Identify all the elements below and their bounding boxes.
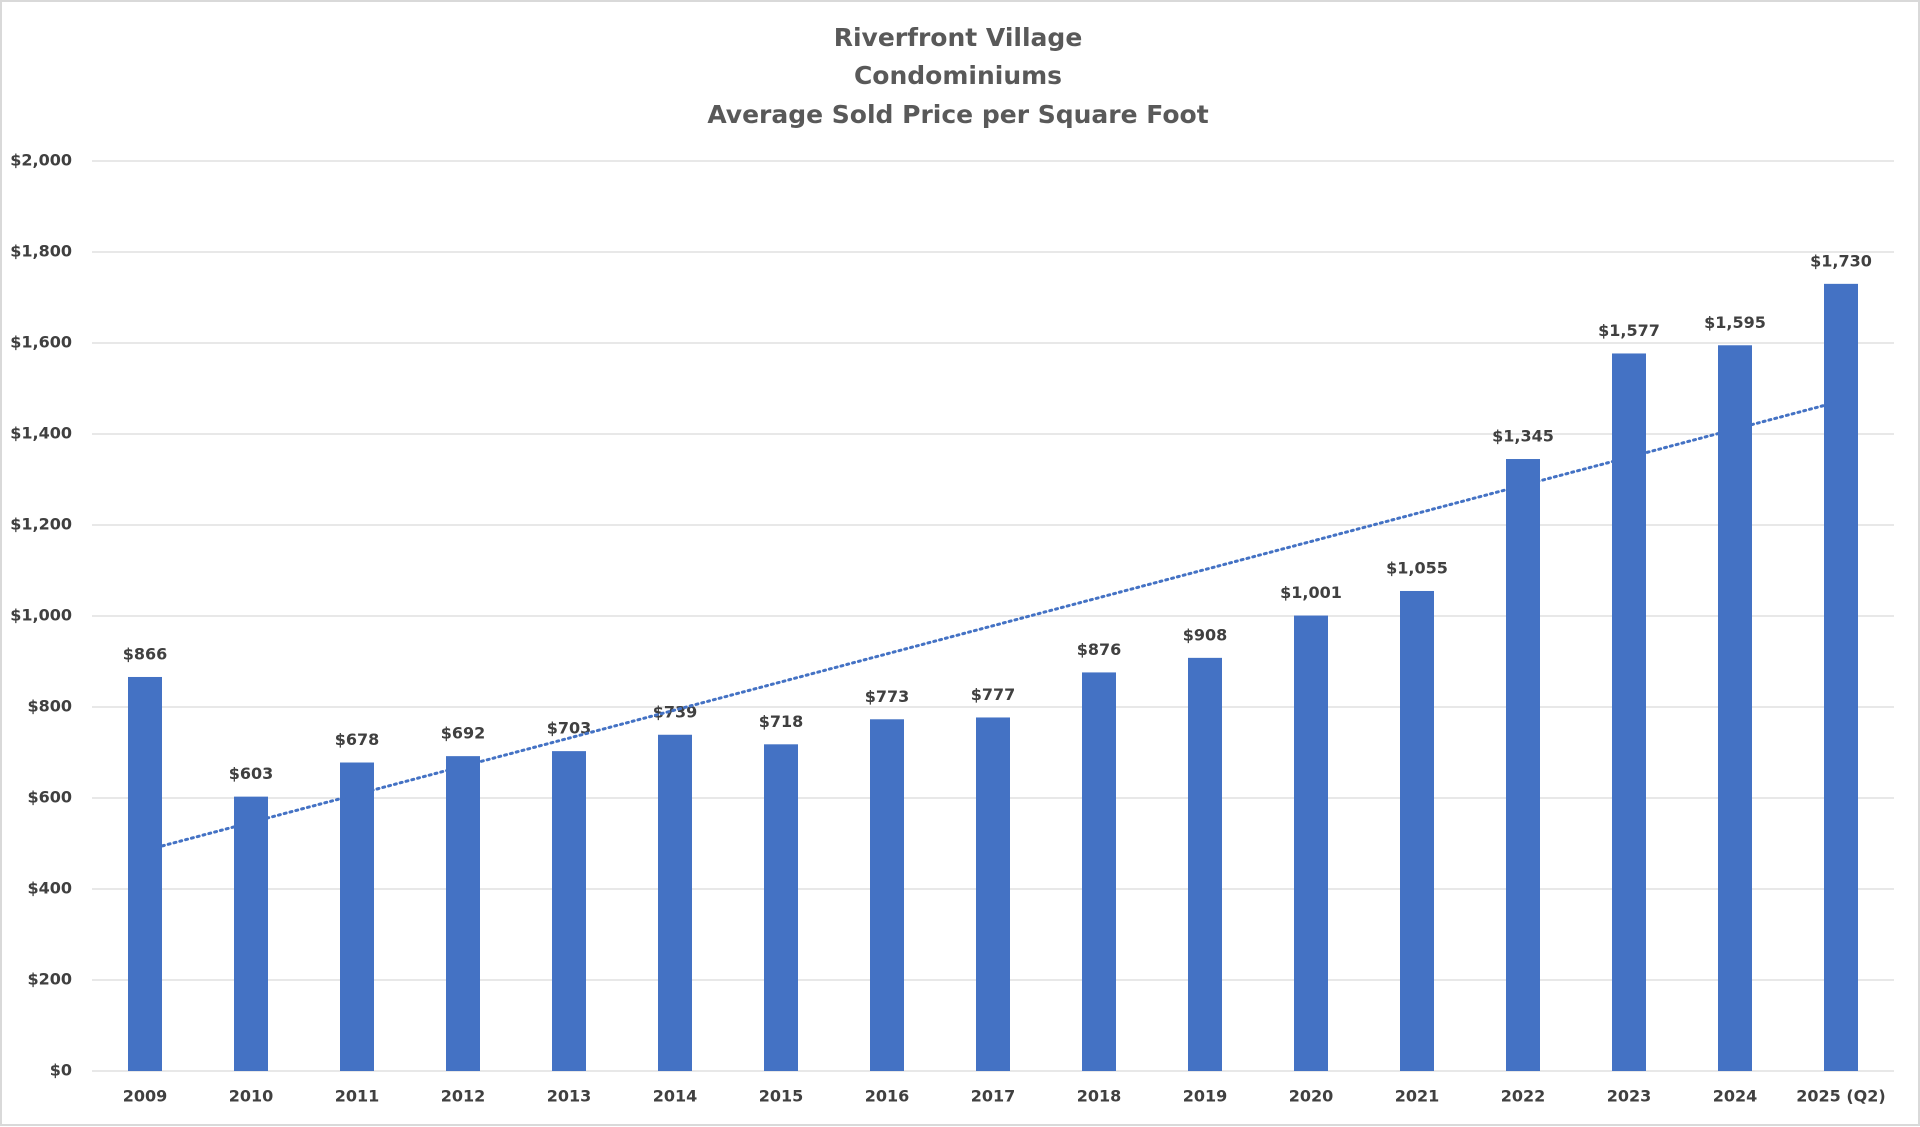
bar <box>658 734 692 1071</box>
data-label: $692 <box>441 724 486 743</box>
x-tick-label: 2011 <box>335 1087 380 1106</box>
chart-title: Condominiums <box>854 61 1062 90</box>
x-tick-label: 2023 <box>1607 1087 1652 1106</box>
data-label: $1,055 <box>1386 558 1448 577</box>
x-tick-label: 2022 <box>1501 1087 1546 1106</box>
x-tick-label: 2025 (Q2) <box>1796 1087 1885 1106</box>
bar <box>976 717 1010 1071</box>
bar <box>870 719 904 1071</box>
x-tick-label: 2017 <box>971 1087 1016 1106</box>
data-label: $773 <box>865 687 910 706</box>
x-tick-label: 2010 <box>229 1087 274 1106</box>
y-tick-label: $600 <box>27 788 72 807</box>
y-tick-label: $800 <box>27 697 72 716</box>
x-tick-label: 2013 <box>547 1087 592 1106</box>
x-tick-label: 2020 <box>1289 1087 1334 1106</box>
bar <box>446 756 480 1071</box>
trendline <box>143 399 1843 852</box>
bar <box>552 751 586 1071</box>
chart-title: Average Sold Price per Square Foot <box>707 100 1208 129</box>
data-label: $718 <box>759 712 804 731</box>
x-tick-label: 2016 <box>865 1087 910 1106</box>
y-tick-label: $1,000 <box>10 606 72 625</box>
x-tick-label: 2019 <box>1183 1087 1228 1106</box>
x-tick-label: 2014 <box>653 1087 698 1106</box>
bar <box>234 796 268 1071</box>
bar <box>1612 353 1646 1072</box>
data-label: $703 <box>547 719 592 738</box>
data-label: $1,595 <box>1704 313 1766 332</box>
y-tick-label: $200 <box>27 970 72 989</box>
data-label: $908 <box>1183 625 1228 644</box>
data-label: $1,730 <box>1810 251 1872 270</box>
data-label: $1,001 <box>1280 583 1342 602</box>
bar <box>764 744 798 1071</box>
bar <box>128 676 162 1071</box>
y-tick-label: $1,400 <box>10 424 72 443</box>
x-tick-label: 2024 <box>1713 1087 1758 1106</box>
bar <box>1400 590 1434 1071</box>
data-label: $777 <box>971 685 1016 704</box>
bar <box>1824 283 1858 1072</box>
x-tick-label: 2012 <box>441 1087 486 1106</box>
data-label: $603 <box>229 764 274 783</box>
y-tick-label: $1,600 <box>10 333 72 352</box>
bar <box>1294 615 1328 1071</box>
y-tick-label: $0 <box>50 1061 72 1080</box>
chart-title: Riverfront Village <box>834 23 1083 52</box>
data-label: $678 <box>335 730 380 749</box>
y-tick-label: $2,000 <box>10 151 72 170</box>
x-tick-label: 2015 <box>759 1087 804 1106</box>
data-label: $1,577 <box>1598 321 1660 340</box>
bar <box>1718 345 1752 1071</box>
x-tick-label: 2018 <box>1077 1087 1122 1106</box>
y-tick-label: $1,800 <box>10 242 72 261</box>
data-label: $876 <box>1077 640 1122 659</box>
x-tick-label: 2009 <box>123 1087 168 1106</box>
bar <box>340 762 374 1071</box>
bar <box>1082 672 1116 1071</box>
x-tick-label: 2021 <box>1395 1087 1440 1106</box>
y-tick-label: $400 <box>27 879 72 898</box>
data-label: $1,345 <box>1492 427 1554 446</box>
bar <box>1506 459 1540 1071</box>
y-tick-label: $1,200 <box>10 515 72 534</box>
data-label: $866 <box>123 644 168 663</box>
bar <box>1188 657 1222 1071</box>
